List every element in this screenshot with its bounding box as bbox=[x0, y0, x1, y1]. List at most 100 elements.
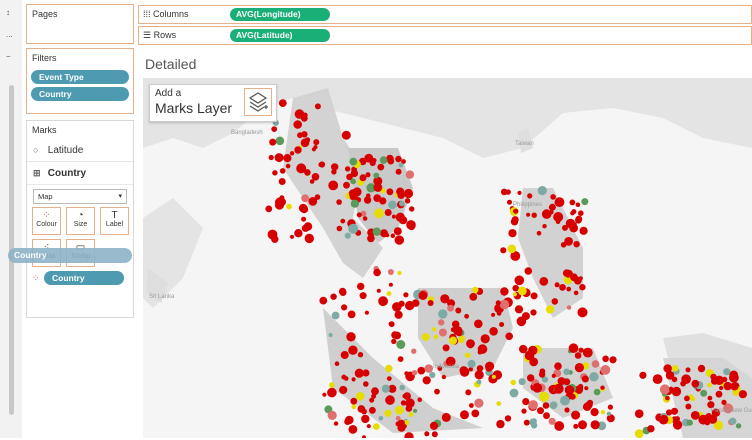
filter-pill-event-type[interactable]: Event Type bbox=[31, 70, 129, 84]
map-mark bbox=[468, 343, 473, 349]
map-mark bbox=[344, 232, 351, 239]
strip-icon[interactable]: ↕ bbox=[6, 8, 10, 17]
map-mark bbox=[378, 296, 388, 307]
map-mark bbox=[286, 203, 292, 210]
dragging-field-pill[interactable]: Country bbox=[8, 248, 132, 263]
map-mark bbox=[513, 208, 519, 214]
map-mark bbox=[529, 418, 537, 426]
map-mark bbox=[350, 199, 359, 208]
columns-shelf[interactable]: ⁞⁞⁞ Columns AVG(Longitude) bbox=[138, 5, 752, 24]
strip-ellipsis[interactable]: ... bbox=[6, 30, 13, 39]
map-mark bbox=[542, 224, 547, 229]
mark-type-dropdown[interactable]: Map ▾ bbox=[33, 189, 127, 204]
map-mark bbox=[364, 310, 369, 315]
map-mark bbox=[573, 423, 579, 429]
colour-button[interactable]: ⁘ Colour bbox=[32, 207, 61, 235]
filter-pill-country[interactable]: Country bbox=[31, 87, 129, 101]
map-mark bbox=[362, 216, 368, 221]
map-mark bbox=[593, 388, 601, 396]
map-mark bbox=[441, 412, 451, 422]
map-mark bbox=[294, 146, 302, 154]
marks-layer-latitude[interactable]: ○ Latitude bbox=[27, 139, 133, 162]
map-mark bbox=[723, 403, 734, 414]
map-mark bbox=[322, 392, 327, 397]
map-mark bbox=[271, 235, 279, 243]
rows-shelf[interactable]: ☰ Rows AVG(Latitude) bbox=[138, 26, 752, 45]
layers-add-icon[interactable] bbox=[244, 88, 272, 116]
map-mark bbox=[477, 349, 483, 355]
rows-pill[interactable]: AVG(Latitude) bbox=[230, 29, 330, 42]
map-mark bbox=[578, 276, 583, 281]
map-mark bbox=[455, 307, 462, 314]
add-marks-layer-prompt[interactable]: Add a Marks Layer bbox=[149, 84, 277, 122]
map-mark bbox=[392, 302, 402, 312]
map-canvas[interactable]: Bangladesh Taiwan Sri Lanka Philippines … bbox=[143, 78, 752, 440]
map-label-taiwan: Taiwan bbox=[515, 141, 534, 147]
map-label-papua-new-guinea: Papua New Guinea bbox=[711, 408, 752, 414]
map-mark bbox=[464, 313, 469, 319]
label-label: Label bbox=[105, 221, 124, 228]
map-label-indonesia: Indonesia bbox=[433, 364, 460, 370]
label-button[interactable]: T Label bbox=[100, 207, 129, 235]
map-mark bbox=[581, 198, 589, 206]
map-mark bbox=[527, 193, 533, 199]
filters-card[interactable]: Filters Event Type Country bbox=[26, 48, 134, 114]
map-mark bbox=[562, 224, 568, 231]
map-mark bbox=[271, 126, 278, 132]
map-mark bbox=[313, 139, 320, 146]
map-mark bbox=[395, 168, 402, 175]
map-mark bbox=[507, 199, 512, 205]
map-mark bbox=[344, 166, 351, 172]
map-mark bbox=[341, 130, 351, 140]
columns-text: Columns bbox=[153, 9, 189, 19]
map-mark bbox=[575, 202, 581, 208]
map-mark bbox=[659, 384, 670, 395]
map-mark bbox=[686, 419, 693, 426]
map-mark bbox=[606, 411, 612, 416]
map-mark bbox=[361, 408, 367, 415]
map-mark bbox=[508, 229, 517, 238]
pages-card[interactable]: Pages bbox=[26, 4, 134, 44]
map-mark bbox=[564, 237, 573, 246]
map-mark bbox=[304, 233, 314, 244]
map-mark bbox=[500, 247, 507, 254]
map-view[interactable]: Bangladesh Taiwan Sri Lanka Philippines … bbox=[143, 78, 752, 440]
map-mark bbox=[422, 376, 431, 385]
strip-collapse[interactable]: − bbox=[6, 52, 11, 61]
marks-layer-country[interactable]: ⊞ Country bbox=[27, 162, 133, 185]
map-mark bbox=[504, 415, 512, 422]
map-mark bbox=[384, 209, 392, 216]
map-mark bbox=[669, 386, 674, 391]
map-mark bbox=[549, 209, 554, 215]
map-mark bbox=[318, 161, 326, 168]
map-mark bbox=[275, 197, 285, 208]
map-mark bbox=[574, 352, 582, 359]
map-mark bbox=[539, 391, 550, 402]
map-mark bbox=[381, 384, 390, 393]
map-mark bbox=[707, 395, 713, 401]
map-mark bbox=[388, 321, 393, 326]
marks-field-pill-country[interactable]: Country bbox=[44, 271, 124, 285]
map-mark bbox=[729, 417, 737, 425]
map-mark bbox=[366, 424, 371, 429]
map-mark bbox=[634, 429, 644, 439]
map-mark bbox=[311, 173, 320, 181]
map-mark bbox=[384, 409, 392, 417]
map-mark bbox=[404, 198, 411, 204]
map-mark bbox=[719, 385, 724, 391]
map-mark bbox=[371, 393, 377, 399]
map-mark bbox=[666, 409, 673, 416]
map-mark bbox=[360, 210, 367, 217]
map-mark bbox=[578, 420, 587, 430]
map-mark bbox=[713, 420, 724, 430]
size-button[interactable]: ◔ Size bbox=[66, 207, 95, 235]
map-mark bbox=[543, 412, 550, 420]
map-mark bbox=[569, 223, 578, 233]
map-marks bbox=[265, 99, 748, 440]
map-mark bbox=[735, 423, 742, 429]
map-mark bbox=[499, 322, 505, 327]
map-mark bbox=[507, 244, 517, 254]
columns-pill[interactable]: AVG(Longitude) bbox=[230, 8, 330, 21]
map-mark bbox=[301, 224, 310, 232]
map-mark bbox=[438, 328, 447, 337]
